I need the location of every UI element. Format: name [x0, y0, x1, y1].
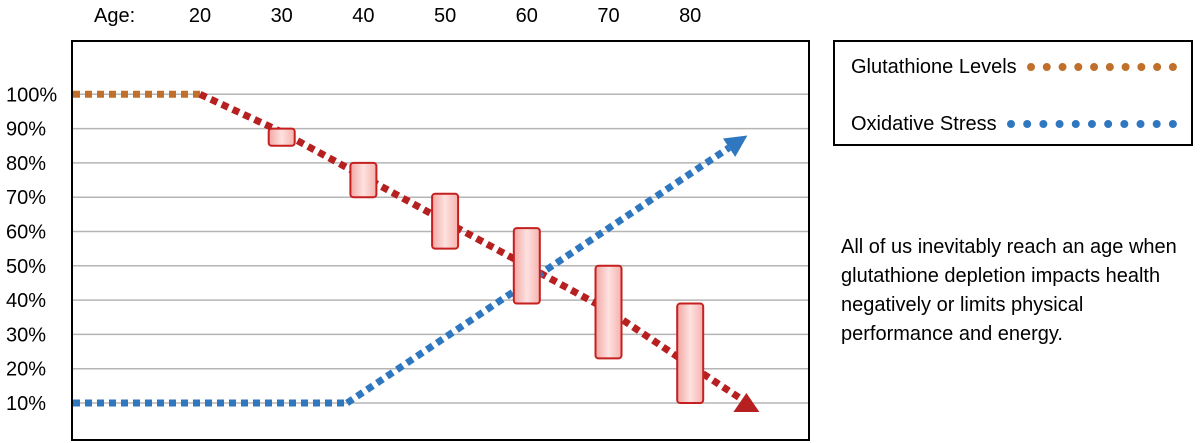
range-bar — [349, 161, 378, 199]
legend-item-oxidative-stress: Oxidative Stress — [851, 109, 1177, 139]
x-tick-label: 50 — [434, 5, 456, 27]
legend-swatch-glutathione — [1026, 63, 1177, 71]
y-tick-label: 30% — [6, 324, 46, 346]
y-tick-label: 70% — [6, 187, 46, 209]
legend: Glutathione Levels Oxidative Stress — [833, 40, 1193, 146]
range-bar — [267, 127, 296, 147]
y-tick-label: 60% — [6, 222, 46, 244]
y-tick-label: 50% — [6, 256, 46, 278]
x-tick-label: 70 — [597, 5, 619, 27]
legend-swatch-oxidative-stress — [1006, 120, 1177, 128]
x-tick-label: 20 — [189, 5, 211, 27]
series-lines — [73, 90, 760, 412]
x-tick-label: 60 — [516, 5, 538, 27]
y-tick-label: 20% — [6, 359, 46, 381]
range-bars — [267, 127, 705, 404]
legend-label-oxidative-stress: Oxidative Stress — [851, 112, 997, 135]
range-bar — [512, 227, 541, 305]
glutathione-arrowhead — [733, 393, 760, 412]
plot-frame — [71, 40, 810, 441]
y-tick-label: 100% — [6, 84, 57, 106]
legend-item-glutathione: Glutathione Levels — [851, 52, 1177, 82]
caption-text: All of us inevitably reach an age when g… — [841, 236, 1177, 345]
chart-canvas: 100% 90% 80% 70% 60% 50% 40% 30% 20% 10% Age: 20 3… — [6, 5, 810, 441]
x-axis-tick-labels: Age: 20 30 40 50 60 70 80 — [94, 5, 701, 27]
range-bar — [594, 264, 623, 360]
x-axis-label: Age: — [94, 5, 135, 27]
y-tick-label: 40% — [6, 290, 46, 312]
y-tick-label: 80% — [6, 153, 46, 175]
range-bar — [431, 192, 460, 250]
x-tick-label: 40 — [352, 5, 374, 27]
y-axis-tick-labels: 100% 90% 80% 70% 60% 50% 40% 30% 20% 10% — [6, 84, 57, 415]
x-tick-label: 30 — [271, 5, 293, 27]
oxidative-arrowhead — [722, 135, 748, 157]
x-tick-label: 80 — [679, 5, 701, 27]
y-tick-label: 10% — [6, 393, 46, 415]
legend-label-glutathione: Glutathione Levels — [851, 55, 1017, 78]
y-tick-label: 90% — [6, 119, 46, 141]
range-bar — [676, 302, 705, 404]
